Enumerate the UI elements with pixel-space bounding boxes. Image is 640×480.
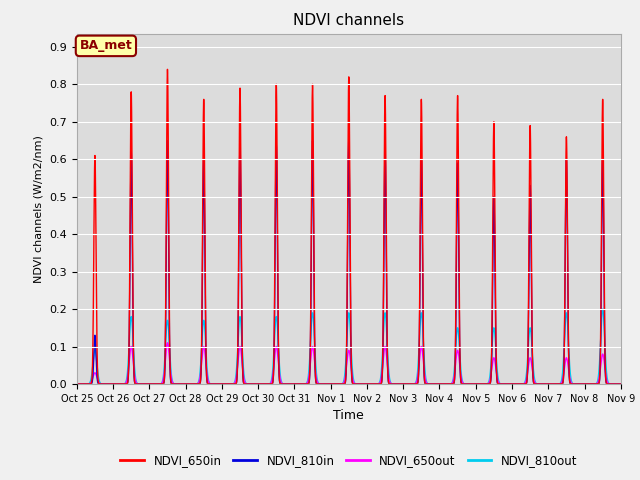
- NDVI_650in: [276, 381, 284, 387]
- NDVI_810in: [617, 381, 625, 387]
- NDVI_650in: [189, 381, 197, 387]
- NDVI_650out: [189, 381, 197, 387]
- NDVI_650in: [501, 381, 509, 387]
- Line: NDVI_810in: NDVI_810in: [77, 141, 621, 384]
- NDVI_810out: [73, 381, 81, 387]
- Line: NDVI_810out: NDVI_810out: [77, 309, 621, 384]
- NDVI_810out: [501, 381, 509, 387]
- NDVI_650out: [73, 381, 81, 387]
- NDVI_810in: [184, 381, 191, 387]
- NDVI_650out: [424, 381, 431, 387]
- NDVI_650out: [617, 381, 625, 387]
- NDVI_810out: [617, 381, 625, 387]
- NDVI_810in: [424, 381, 431, 387]
- NDVI_810in: [189, 381, 197, 387]
- NDVI_650in: [184, 381, 191, 387]
- NDVI_810in: [501, 381, 509, 387]
- NDVI_810out: [276, 373, 284, 379]
- X-axis label: Time: Time: [333, 409, 364, 422]
- NDVI_650out: [164, 340, 172, 346]
- NDVI_810in: [73, 381, 81, 387]
- Y-axis label: NDVI channels (W/m2/nm): NDVI channels (W/m2/nm): [34, 135, 44, 283]
- NDVI_810out: [189, 381, 197, 387]
- NDVI_650in: [424, 381, 431, 387]
- NDVI_810in: [276, 381, 284, 387]
- Text: BA_met: BA_met: [79, 39, 132, 52]
- NDVI_650in: [73, 381, 81, 387]
- NDVI_650out: [276, 377, 284, 383]
- Legend: NDVI_650in, NDVI_810in, NDVI_650out, NDVI_810out: NDVI_650in, NDVI_810in, NDVI_650out, NDV…: [116, 449, 582, 472]
- Line: NDVI_650out: NDVI_650out: [77, 343, 621, 384]
- NDVI_810in: [615, 381, 623, 387]
- NDVI_810out: [424, 381, 431, 386]
- Title: NDVI channels: NDVI channels: [293, 13, 404, 28]
- NDVI_650in: [617, 381, 625, 387]
- NDVI_650out: [501, 381, 509, 387]
- NDVI_810out: [599, 306, 607, 312]
- NDVI_650in: [164, 67, 172, 72]
- NDVI_810out: [615, 381, 623, 387]
- NDVI_650out: [184, 381, 191, 387]
- NDVI_810in: [164, 138, 172, 144]
- Line: NDVI_650in: NDVI_650in: [77, 70, 621, 384]
- NDVI_810out: [184, 381, 191, 387]
- NDVI_650in: [615, 381, 623, 387]
- NDVI_650out: [615, 381, 623, 387]
